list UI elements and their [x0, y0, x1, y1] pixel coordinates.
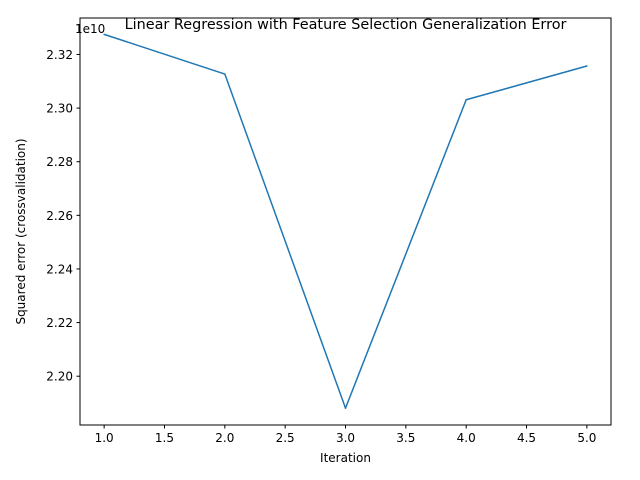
plot-frame — [79, 17, 612, 426]
x-tick-label: 3.0 — [336, 431, 355, 445]
x-tick-label: 4.5 — [517, 431, 536, 445]
y-tick-label: 2.22 — [46, 316, 73, 330]
x-tick-label: 2.5 — [276, 431, 295, 445]
x-tick-label: 2.0 — [215, 431, 234, 445]
y-tick-label: 2.20 — [46, 370, 73, 384]
y-tick-label: 2.30 — [46, 102, 73, 116]
y-tick-label: 2.28 — [46, 155, 73, 169]
data-point — [344, 407, 347, 409]
chart-title: Linear Regression with Feature Selection… — [125, 17, 567, 33]
x-axis-label: Iteration — [320, 451, 371, 465]
data-point — [224, 73, 226, 75]
x-tick-label: 5.0 — [577, 431, 596, 445]
y-tick-label: 2.26 — [46, 209, 73, 223]
y-axis-ticks: 2.20 2.22 2.24 2.26 2.28 2.30 2.32 — [46, 48, 80, 384]
y-axis-label: Squared error (crossvalidation) — [14, 138, 28, 324]
data-point — [103, 33, 105, 36]
x-axis-ticks: 1.0 1.5 2.0 2.5 3.0 3.5 4.0 4.5 5.0 — [95, 425, 596, 445]
x-tick-label: 1.5 — [155, 431, 174, 445]
y-tick-label: 2.32 — [46, 48, 73, 62]
data-series — [103, 33, 588, 409]
x-tick-label: 1.0 — [95, 431, 114, 445]
x-tick-label: 4.0 — [457, 431, 476, 445]
data-point — [586, 65, 588, 67]
x-tick-label: 3.5 — [396, 431, 415, 445]
y-axis-offset-label: 1e10 — [75, 22, 105, 36]
series-line — [103, 33, 588, 409]
data-point — [465, 99, 467, 101]
plot-area: 1.0 1.5 2.0 2.5 3.0 3.5 4.0 4.5 5.0 2.20 2.22 2.24… — [46, 17, 612, 445]
y-tick-label: 2.24 — [46, 262, 73, 276]
